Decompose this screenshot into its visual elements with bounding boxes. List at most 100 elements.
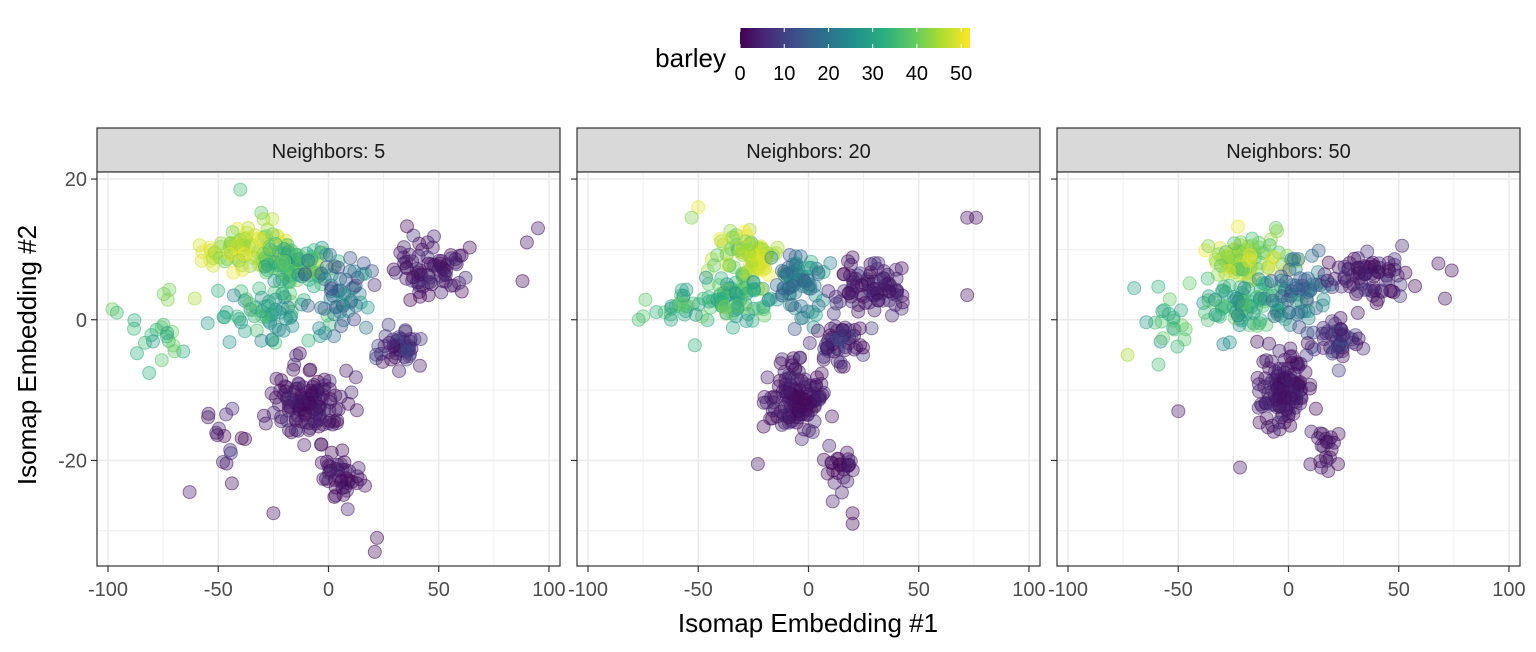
scatter-point — [328, 388, 343, 403]
scatter-point — [814, 377, 829, 391]
y-tick-label: -20 — [58, 450, 87, 472]
scatter-point — [283, 310, 298, 325]
legend-tick-label: 0 — [734, 63, 745, 85]
scatter-point — [1331, 427, 1346, 441]
scatter-point — [756, 300, 771, 314]
scatter-point — [1315, 326, 1330, 341]
scatter-point — [969, 210, 984, 225]
scatter-point — [438, 268, 453, 283]
scatter-point — [784, 414, 799, 429]
x-tick-label: 0 — [323, 579, 334, 601]
scatter-point — [531, 221, 545, 236]
scatter-point — [223, 247, 237, 262]
scatter-point — [816, 265, 831, 279]
scatter-point — [154, 353, 169, 368]
scatter-point — [864, 321, 879, 336]
scatter-point — [109, 305, 124, 320]
scatter-point — [1330, 344, 1345, 359]
scatter-point — [1291, 252, 1306, 267]
scatter-point — [406, 270, 421, 285]
scatter-point — [314, 437, 329, 452]
scatter-point — [1170, 339, 1185, 354]
scatter-point — [1237, 281, 1252, 296]
scatter-point — [1259, 353, 1274, 368]
scatter-point — [290, 408, 305, 423]
scatter-point — [412, 358, 427, 373]
scatter-point — [761, 292, 776, 307]
scatter-point — [348, 370, 363, 385]
scatter-point — [794, 299, 808, 314]
scatter-point — [275, 286, 290, 301]
scatter-point — [360, 300, 375, 315]
scatter-point — [1288, 400, 1303, 415]
scatter-point — [234, 284, 249, 299]
scatter-point — [1325, 280, 1340, 295]
scatter-point — [1283, 349, 1298, 364]
legend-tick-label: 40 — [906, 63, 928, 85]
scatter-point — [399, 271, 414, 286]
scatter-point — [775, 288, 789, 303]
scatter-point — [717, 300, 732, 314]
scatter-point — [1289, 293, 1304, 308]
scatter-point — [333, 389, 348, 404]
scatter-point — [760, 370, 775, 385]
scatter-point — [515, 274, 530, 289]
scatter-point — [1438, 291, 1452, 306]
scatter-point — [334, 475, 349, 490]
scatter-point — [761, 267, 776, 282]
scatter-point — [805, 304, 820, 319]
x-tick-label: -100 — [1048, 579, 1088, 601]
scatter-point — [146, 334, 160, 349]
scatter-point — [386, 262, 401, 277]
scatter-points — [105, 182, 545, 559]
scatter-point — [130, 346, 144, 361]
scatter-point — [1431, 256, 1446, 271]
scatter-point — [730, 298, 745, 313]
scatter-point — [1322, 450, 1337, 465]
scatter-point — [304, 251, 319, 266]
scatter-point — [1267, 309, 1282, 324]
scatter-point — [802, 336, 817, 350]
facet-panel: Neighbors: 20 -100 -50 0 50 100 — [568, 127, 1046, 601]
scatter-point — [400, 219, 414, 234]
scatter-point — [1321, 255, 1336, 270]
scatter-point — [845, 250, 860, 265]
scatter-point — [1174, 303, 1188, 318]
scatter-point — [1178, 322, 1193, 337]
scatter-point — [1127, 281, 1142, 296]
scatter-point — [225, 225, 240, 240]
scatter-point — [1281, 397, 1296, 412]
scatter-point — [216, 455, 230, 469]
scatter-point — [664, 312, 678, 327]
scatter-point — [1393, 277, 1408, 292]
scatter-point — [710, 248, 725, 263]
scatter-point — [1321, 464, 1336, 478]
y-tick-label: 20 — [65, 169, 87, 191]
scatter-point — [182, 485, 197, 500]
scatter-point — [1271, 295, 1286, 310]
scatter-point — [1156, 331, 1170, 346]
scatter-point — [1214, 258, 1228, 273]
scatter-point — [1327, 271, 1342, 286]
scatter-point — [825, 494, 840, 509]
scatter-point — [725, 230, 740, 245]
scatter-point — [746, 282, 761, 297]
scatter-point — [638, 292, 653, 307]
scatter-point — [1266, 249, 1280, 264]
scatter-point — [715, 297, 730, 312]
scatter-point — [277, 254, 291, 269]
scatter-point — [412, 236, 427, 251]
scatter-point — [359, 320, 374, 335]
scatter-point — [1230, 308, 1245, 323]
scatter-point — [1369, 263, 1384, 278]
scatter-point — [1230, 219, 1245, 234]
x-tick-label: -100 — [568, 579, 608, 601]
x-axis-ticks: -100 -50 0 50 100 — [568, 566, 1046, 601]
scatter-point — [238, 324, 252, 339]
x-tick-label: -100 — [88, 579, 128, 601]
scatter-point — [687, 338, 702, 353]
scatter-point — [291, 252, 306, 267]
scatter-point — [756, 419, 771, 434]
x-tick-label: -50 — [1164, 579, 1193, 601]
scatter-point — [211, 283, 226, 298]
